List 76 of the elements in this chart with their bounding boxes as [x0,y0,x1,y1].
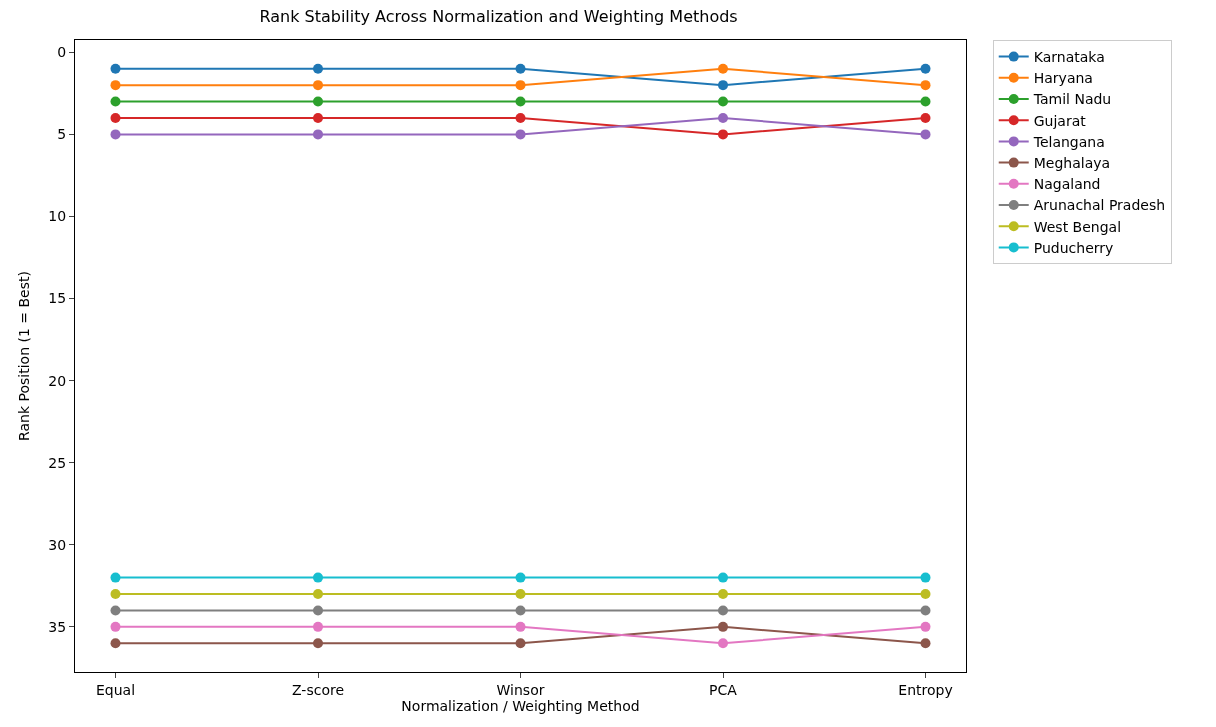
legend-label: West Bengal [1033,218,1122,235]
point [313,605,323,616]
point [718,589,728,600]
point [110,605,121,616]
chart-title: Rank Stability Across Normalization and Weighting Methods [259,7,738,27]
point [110,63,121,74]
point [718,129,728,140]
point [110,112,121,123]
legend-label: Haryana [1033,70,1093,87]
legend-label: Nagaland [1033,176,1101,193]
point [920,605,931,616]
legend-label: Meghalaya [1033,155,1111,172]
x-tick-label: PCA [709,681,738,698]
point [515,112,526,123]
point [920,129,931,140]
y-tick-label: 5 [57,126,67,143]
point [515,63,526,74]
x-tick-label: Winsor [496,681,545,698]
point [718,63,728,74]
point [313,129,323,140]
point [920,638,931,649]
legend-label: Puducherry [1033,239,1114,256]
point [313,63,323,74]
point [515,96,526,107]
point [718,638,728,649]
point [313,638,323,649]
legend-label: Arunachal Pradesh [1033,197,1166,214]
point [718,80,728,91]
x-tick-label: Equal [95,681,136,698]
point [920,63,931,74]
point [718,621,728,632]
point [718,572,728,583]
point [515,605,526,616]
point [313,112,323,123]
point [313,589,323,600]
y-tick-label: 20 [48,372,67,389]
x-axis-title: Normalization / Weighting Method [401,698,640,715]
point [110,621,121,632]
point [718,605,728,616]
point [515,621,526,632]
x-tick-label: Z-score [291,681,345,698]
point [110,129,121,140]
legend-label: Tamil Nadu [1032,91,1112,108]
y-tick-label: 30 [48,536,67,553]
point [920,621,931,632]
point [313,572,323,583]
point [718,112,728,123]
point [515,129,526,140]
point [515,572,526,583]
point [110,638,121,649]
x-tick-label: Entropy [898,681,953,698]
point [718,96,728,107]
y-tick-label: 10 [48,208,67,225]
legend-label: Gujarat [1033,112,1087,129]
point [313,96,323,107]
point [515,638,526,649]
point [110,572,121,583]
point [920,572,931,583]
point [110,589,121,600]
legend-label: Karnataka [1033,49,1105,66]
point [110,80,121,91]
point [920,589,931,600]
point [920,96,931,107]
point [515,80,526,91]
point [920,80,931,91]
point [920,112,931,123]
point [313,80,323,91]
y-tick-label: 25 [48,454,67,471]
point [515,589,526,600]
y-tick-label: 0 [57,44,67,61]
legend-label: Telangana [1032,133,1105,150]
y-tick-label: 35 [48,618,67,635]
y-axis-title: Rank Position (1 = Best) [15,271,32,441]
point [313,621,323,632]
y-tick-label: 15 [48,290,67,307]
point [110,96,121,107]
